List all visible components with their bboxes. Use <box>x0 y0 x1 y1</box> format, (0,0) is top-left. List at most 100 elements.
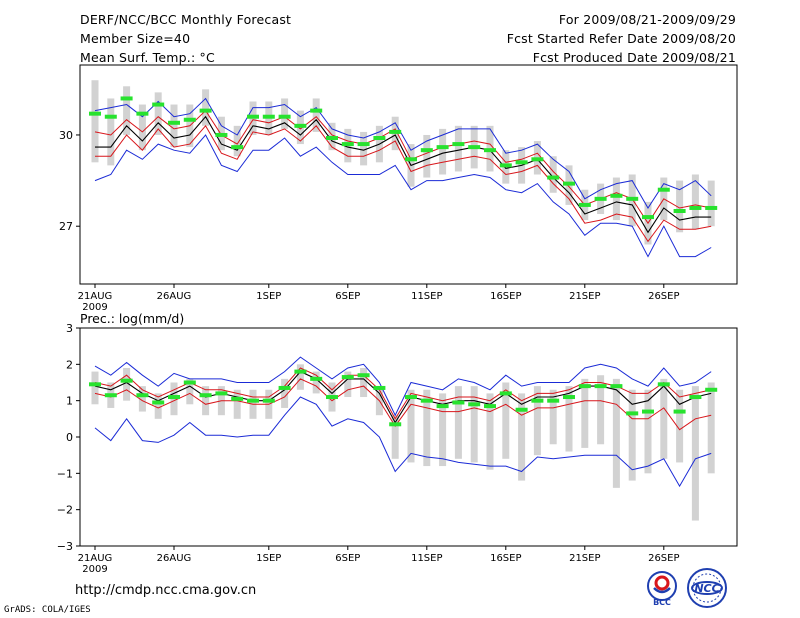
x-tick-label: 21SEP <box>569 553 600 564</box>
ensemble-box <box>660 378 668 459</box>
observed-marker <box>262 114 275 119</box>
observed-marker <box>499 391 512 396</box>
x-tick-label: 16SEP <box>490 553 521 564</box>
observed-marker <box>563 181 575 186</box>
observed-marker <box>199 393 212 398</box>
forecast-produced-date: Fcst Produced Date 2009/08/21 <box>532 50 736 65</box>
series-line-max <box>94 97 712 209</box>
ensemble-box <box>549 156 557 193</box>
ensemble-box <box>691 174 699 230</box>
ensemble-box <box>676 180 684 233</box>
observed-marker <box>484 148 496 153</box>
observed-marker <box>310 376 323 381</box>
ensemble-box <box>486 393 494 470</box>
x-tick-label: 26SEP <box>648 291 679 302</box>
ensemble-box <box>296 364 304 390</box>
observed-marker <box>373 385 386 390</box>
observed-marker <box>247 398 259 403</box>
ensemble-box <box>312 98 320 132</box>
series-line-max <box>94 356 712 417</box>
observed-marker <box>563 395 575 400</box>
x-tick-label: 11SEP <box>411 553 442 564</box>
ensemble-box <box>281 98 289 129</box>
observed-marker <box>499 163 512 168</box>
panel-title: Prec.: log(mm/d) <box>80 311 184 326</box>
ensemble-box <box>154 92 162 135</box>
observed-marker <box>642 215 654 220</box>
observed-marker <box>578 384 591 389</box>
y-tick-label: −1 <box>57 467 73 480</box>
forecast-start-date: Fcst Started Refer Date 2009/08/20 <box>506 31 736 46</box>
ensemble-box <box>170 104 178 148</box>
observed-marker <box>247 114 259 119</box>
observed-marker <box>405 395 417 400</box>
ensemble-box <box>138 104 146 151</box>
observed-marker <box>373 136 386 140</box>
series-line-spread-upper <box>94 109 712 225</box>
ensemble-box <box>281 378 289 408</box>
ncc-logo: NCC <box>687 568 727 608</box>
x-tick-label: 26SEP <box>648 553 679 564</box>
y-tick-label: −2 <box>57 504 73 517</box>
observed-marker <box>547 175 560 180</box>
member-size: Member Size=40 <box>80 31 191 46</box>
observed-marker <box>705 387 718 392</box>
ensemble-box <box>518 393 526 481</box>
observed-marker <box>152 400 165 405</box>
x-tick-label: 21AUG <box>78 553 113 564</box>
y-tick-label: 30 <box>59 129 73 142</box>
x-tick-label: 6SEP <box>335 291 360 302</box>
grads-credit: GrADS: COLA/IGES <box>4 605 91 615</box>
observed-marker <box>705 205 718 210</box>
ensemble-box <box>612 378 620 488</box>
observed-marker <box>215 391 228 396</box>
ensemble-box <box>470 386 478 463</box>
observed-marker <box>547 398 560 403</box>
ensemble-box <box>581 378 589 448</box>
observed-marker <box>152 102 165 107</box>
observed-marker <box>357 373 370 378</box>
observed-marker <box>262 398 275 403</box>
ensemble-box <box>202 386 210 416</box>
ensemble-box <box>628 389 636 481</box>
ensemble-box <box>202 89 210 126</box>
series-line-mean <box>95 115 712 234</box>
observed-marker <box>436 145 449 150</box>
x-year-label: 2009 <box>82 302 107 313</box>
observed-marker <box>341 375 354 380</box>
x-year-label: 2009 <box>82 564 107 575</box>
ensemble-box <box>407 389 415 463</box>
observed-marker <box>452 142 465 147</box>
x-tick-label: 11SEP <box>411 291 442 302</box>
forecast-period: For 2009/08/21-2009/09/29 <box>558 12 736 27</box>
ensemble-box <box>644 389 652 474</box>
y-tick-label: 0 <box>66 431 73 444</box>
observed-marker <box>420 148 433 153</box>
observed-marker <box>168 395 180 400</box>
observed-marker <box>515 407 528 412</box>
observed-marker <box>610 384 623 389</box>
source-url[interactable]: http://cmdp.ncc.cma.gov.cn <box>75 583 257 598</box>
observed-marker <box>89 382 101 387</box>
y-tick-label: −3 <box>57 540 73 553</box>
x-tick-label: 1SEP <box>256 553 281 564</box>
observed-marker <box>183 380 196 385</box>
series-line-spread-upper <box>94 367 712 420</box>
ensemble-box <box>707 382 715 474</box>
ensemble-box <box>423 134 431 178</box>
observed-marker <box>357 142 370 147</box>
ensemble-box <box>91 371 99 405</box>
series-line-mean <box>94 370 712 424</box>
observed-marker <box>136 111 149 116</box>
observed-marker <box>594 196 607 201</box>
observed-marker <box>689 205 702 210</box>
observed-marker <box>120 96 133 101</box>
ensemble-box <box>138 386 146 412</box>
ensemble-box <box>597 375 605 445</box>
ensemble-box <box>454 125 462 172</box>
ensemble-box <box>612 177 620 221</box>
observed-marker <box>389 129 402 134</box>
observed-marker <box>626 196 639 201</box>
x-tick-label: 16SEP <box>490 291 521 302</box>
ensemble-box <box>533 386 541 456</box>
